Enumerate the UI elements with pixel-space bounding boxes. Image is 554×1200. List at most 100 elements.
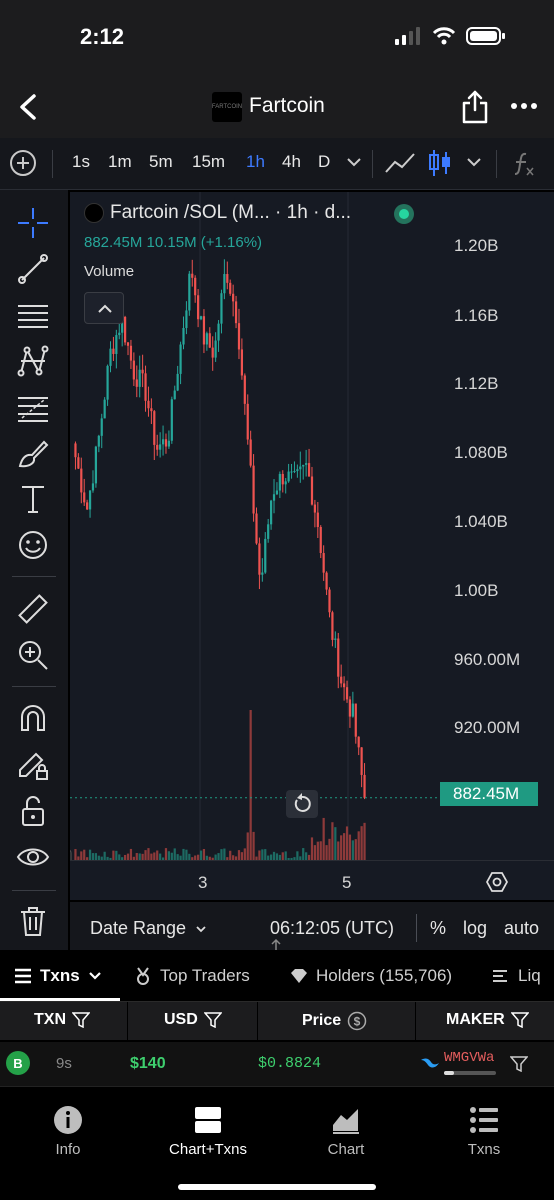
candle: [345, 687, 349, 700]
volume-bar: [103, 851, 106, 860]
candle: [91, 483, 95, 491]
table-row[interactable]: B 9s $140 $0.8824 WMGVWa: [0, 1042, 554, 1086]
date-range-button[interactable]: Date Range: [90, 918, 207, 939]
timeframe-1s[interactable]: 1s: [72, 152, 90, 171]
ruler-icon[interactable]: [16, 592, 50, 626]
volume-bar: [191, 857, 194, 860]
nav-txns[interactable]: Txns: [424, 1105, 544, 1158]
candle-chart-type-icon[interactable]: [428, 148, 452, 178]
lock-drawings-icon[interactable]: [16, 748, 50, 782]
share-icon[interactable]: [460, 90, 490, 124]
utc-time[interactable]: 06:12:05 (UTC): [270, 918, 395, 938]
tab-holders[interactable]: Holders (155,706): [290, 966, 452, 986]
candle: [302, 464, 305, 467]
volume-bar: [223, 848, 226, 860]
volume-bar: [156, 850, 159, 860]
volume-bar: [249, 710, 252, 860]
volume-bar: [354, 839, 357, 860]
candle: [194, 277, 197, 296]
column-header-usd[interactable]: USD: [164, 1011, 222, 1029]
volume-bar: [121, 857, 124, 860]
chart-legend[interactable]: Fartcoin /SOL (M... · 1h · d...: [84, 202, 351, 224]
volume-bar: [310, 837, 314, 860]
collapse-legend-button[interactable]: [84, 292, 124, 324]
trash-icon[interactable]: [16, 904, 50, 938]
percent-scale-toggle[interactable]: %: [430, 918, 447, 938]
nav-chart-txns[interactable]: Chart+Txns: [148, 1105, 268, 1158]
maker-address[interactable]: WMGVWa: [444, 1050, 495, 1066]
candle: [319, 527, 322, 554]
candle: [202, 316, 206, 345]
line-chart-type-icon[interactable]: [384, 150, 416, 176]
candle: [293, 471, 296, 473]
nav-chart[interactable]: Chart: [286, 1105, 406, 1158]
txn-usd: $140: [130, 1055, 166, 1072]
visibility-icon[interactable]: [16, 840, 50, 874]
chart-settings-icon[interactable]: [486, 871, 508, 893]
volume-bar: [199, 850, 203, 860]
candle: [316, 512, 319, 528]
volume-bar: [313, 845, 317, 860]
function-icon[interactable]: [512, 150, 536, 178]
brush-icon[interactable]: [16, 436, 50, 470]
horizontal-lines-icon[interactable]: [16, 298, 50, 332]
auto-scale-toggle[interactable]: auto: [504, 918, 540, 938]
column-header-maker[interactable]: MAKER: [446, 1011, 529, 1029]
volume-bar: [185, 849, 188, 860]
timeframe-1m[interactable]: 1m: [108, 152, 132, 171]
column-header-txn[interactable]: TXN: [34, 1011, 90, 1029]
column-header-price[interactable]: Price $: [302, 1011, 367, 1031]
more-options-icon[interactable]: [510, 94, 538, 118]
tab-txns[interactable]: Txns: [14, 966, 102, 986]
candle: [199, 316, 203, 320]
trend-line-icon[interactable]: [16, 252, 50, 286]
zoom-in-icon[interactable]: [16, 638, 50, 672]
tab-liquidity[interactable]: Liq: [492, 966, 541, 986]
unlock-icon[interactable]: [16, 794, 50, 828]
tab-top-traders[interactable]: Top Traders: [134, 966, 250, 986]
filter-icon[interactable]: [203, 1012, 222, 1028]
magnet-icon[interactable]: [16, 702, 50, 736]
txn-price: $0.8824: [258, 1055, 322, 1072]
info-icon: [54, 1106, 82, 1134]
timeframe-5m[interactable]: 5m: [149, 152, 173, 171]
chart-icon: [333, 1109, 359, 1134]
crosshair-icon[interactable]: [16, 206, 50, 240]
text-icon[interactable]: [16, 482, 50, 516]
filter-icon[interactable]: [72, 1012, 90, 1028]
time-axis[interactable]: 3 5: [70, 860, 554, 900]
log-scale-toggle[interactable]: log: [463, 918, 488, 938]
timeframe-15m[interactable]: 15m: [192, 152, 226, 171]
chevron-down-icon[interactable]: [346, 156, 362, 168]
volume-bar: [132, 856, 135, 860]
add-indicator-button[interactable]: [10, 150, 36, 176]
volume-bar: [307, 854, 311, 860]
timeframe-4h[interactable]: 4h: [282, 152, 301, 171]
pattern-icon[interactable]: [16, 344, 50, 378]
price-chart[interactable]: Fartcoin /SOL (M... · 1h · d... 882.45M …: [70, 192, 554, 898]
candle: [229, 282, 232, 294]
volume-bar: [340, 835, 343, 860]
timeframe-1h[interactable]: 1h: [246, 152, 265, 171]
tab-liquidity-label: Liq: [518, 966, 541, 985]
chevron-down-icon[interactable]: [466, 156, 482, 168]
fib-retracement-icon[interactable]: [16, 390, 50, 424]
back-icon[interactable]: [14, 92, 42, 122]
candlestick-chart[interactable]: [70, 192, 554, 860]
candle: [342, 683, 346, 688]
currency-toggle-icon[interactable]: $: [347, 1011, 367, 1031]
chart-legend-title: Fartcoin /SOL (M... · 1h · d...: [110, 202, 352, 223]
volume-bar: [293, 857, 296, 860]
filter-icon[interactable]: [510, 1056, 528, 1072]
candle: [354, 703, 357, 737]
emoji-icon[interactable]: [16, 528, 50, 562]
volume-bar: [281, 852, 284, 860]
nav-info[interactable]: Info: [8, 1105, 128, 1158]
filter-icon[interactable]: [510, 1012, 529, 1028]
volume-bar: [106, 856, 109, 860]
volume-bar: [296, 851, 299, 860]
reset-chart-button[interactable]: [286, 790, 318, 818]
candle: [97, 435, 100, 447]
timeframe-d[interactable]: D: [318, 152, 331, 171]
volume-bar: [141, 853, 144, 860]
